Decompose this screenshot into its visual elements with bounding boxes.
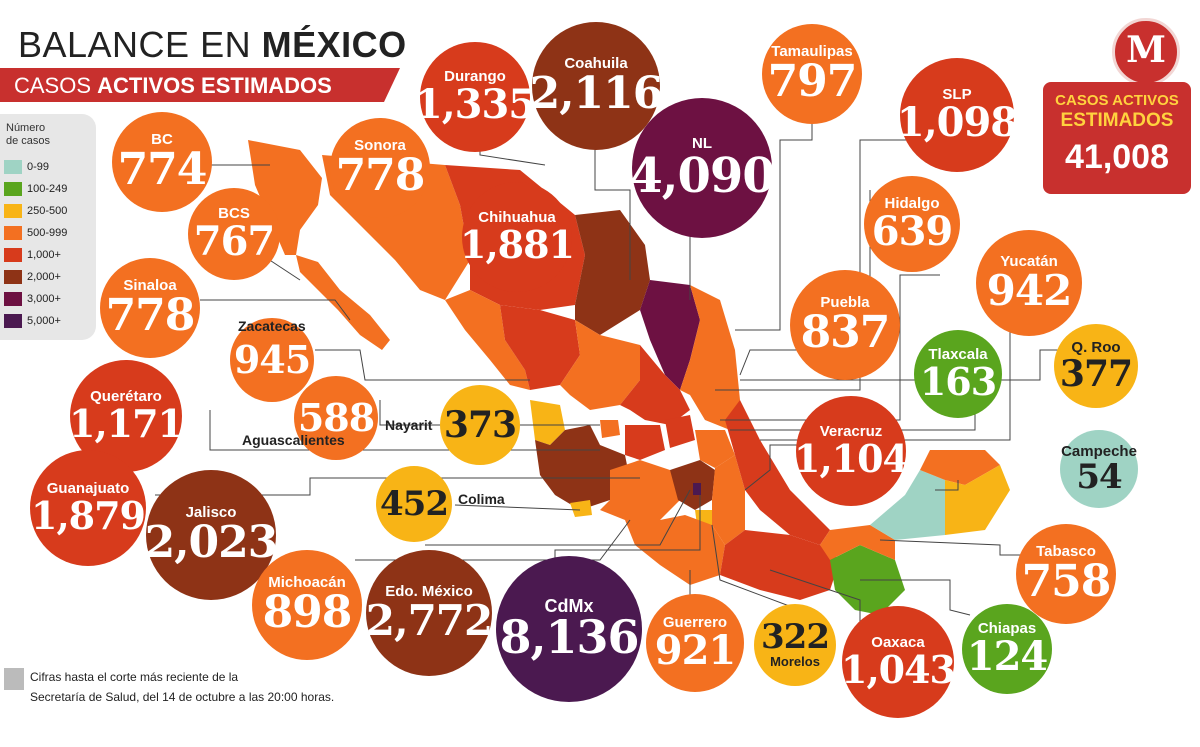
milenio-logo: M [1112, 18, 1180, 86]
legend-swatch [4, 248, 22, 262]
page-title: BALANCE EN MÉXICO [18, 24, 407, 65]
state-bubble-edomex: Edo. México 2,772 [366, 550, 493, 676]
map-region-tamaulipas [680, 285, 740, 430]
state-label-nayarit: Nayarit [385, 417, 433, 433]
map-region-cdmx [693, 483, 701, 495]
state-label-aguascalientes: Aguascalientes [242, 432, 345, 448]
state-bubble-guanajuato: Guanajuato 1,879 [30, 450, 146, 566]
legend-title: Número de casos [6, 122, 51, 147]
legend-item: 3,000+ [4, 290, 61, 308]
state-bubble-coahuila: Coahuila 2,116 [530, 22, 663, 150]
state-bubble-nayarit: Nayarit373 [440, 385, 520, 465]
state-bubble-sonora: Sonora 778 [330, 118, 430, 218]
state-bubble-qroo: Q. Roo 377 [1054, 324, 1138, 408]
subtitle-bar [0, 68, 400, 102]
state-bubble-michoacan: Michoacán 898 [252, 550, 362, 660]
state-bubble-veracruz: Veracruz 1,104 [794, 396, 909, 506]
map-region-qroo [945, 465, 1010, 535]
state-bubble-bc: BC 774 [112, 112, 212, 212]
state-bubble-slp: SLP 1,098 [897, 58, 1018, 172]
legend-item: 100-249 [4, 180, 67, 198]
map-region-colima [570, 500, 592, 517]
map-region-michoacan [600, 460, 685, 520]
map-region-nayarit [530, 400, 565, 445]
map-region-tabasco [820, 525, 895, 560]
map-region-ags [600, 420, 620, 438]
total-box: CASOS ACTIVOS ESTIMADOS 41,008 [1043, 82, 1191, 194]
state-bubble-colima: Colima452 [376, 466, 452, 542]
map-region-puebla [712, 455, 745, 545]
state-bubble-campeche: Campeche 54 [1060, 430, 1138, 508]
legend-item: 250-500 [4, 202, 67, 220]
legend-item: 0-99 [4, 158, 49, 176]
map-region-bcs [296, 255, 390, 350]
legend-swatch [4, 160, 22, 174]
state-label-colima: Colima [458, 491, 505, 507]
legend-swatch [4, 204, 22, 218]
legend-swatch [4, 182, 22, 196]
legend-swatch [4, 270, 22, 284]
map-region-slp [620, 345, 690, 425]
state-label-zacatecas: Zacatecas [238, 318, 306, 334]
map-region-jalisco [535, 425, 630, 510]
map-region-nl [640, 280, 700, 390]
state-bubble-tlaxcala: Tlaxcala 163 [914, 330, 1002, 418]
legend-item: 2,000+ [4, 268, 61, 286]
state-bubble-jalisco: Jalisco 2,023 [145, 470, 278, 600]
map-region-durango [500, 305, 580, 390]
state-bubble-zacatecas: Zacatecas945 [230, 318, 314, 402]
state-bubble-nl: NL 4,090 [629, 98, 776, 238]
map-region-coahuila [575, 210, 650, 335]
map-region-zacatecas [560, 320, 640, 410]
state-bubble-tamaulipas: Tamaulipas 797 [762, 24, 862, 124]
state-bubble-tabasco: Tabasco 758 [1016, 524, 1116, 624]
legend: Número de casos 0-99 100-249 250-500 500-… [0, 114, 96, 340]
legend-swatch [4, 314, 22, 328]
legend-item: 1,000+ [4, 246, 61, 264]
state-bubble-durango: Durango 1,335 [415, 42, 536, 152]
total-label: CASOS ACTIVOS [1055, 92, 1179, 109]
legend-item: 5,000+ [4, 312, 61, 330]
state-bubble-guerrero: Guerrero 921 [646, 594, 744, 692]
map-region-campeche [870, 470, 945, 540]
map-region-veracruz [725, 400, 830, 545]
state-bubble-aguascalientes: Aguascalientes588 [294, 376, 378, 460]
state-bubble-yucatan: Yucatán 942 [976, 230, 1082, 336]
map-region-hidalgo [695, 430, 735, 468]
state-bubble-chihuahua: Chihuahua 1,881 [460, 182, 575, 292]
map-region-oaxaca [720, 530, 840, 600]
map-region-edomex [670, 460, 715, 510]
footnote-marker [4, 668, 24, 690]
state-bubble-bcs: BCS 767 [188, 188, 280, 280]
total-value: 41,008 [1065, 138, 1169, 176]
total-label: ESTIMADOS [1060, 110, 1174, 131]
state-bubble-sinaloa: Sinaloa 778 [100, 258, 200, 358]
map-region-sinaloa [445, 290, 530, 390]
footnote: Cifras hasta el corte más reciente de la… [30, 670, 335, 704]
map-region-queretaro [665, 415, 695, 448]
legend-swatch [4, 226, 22, 240]
map-region-guanajuato [625, 425, 665, 460]
state-bubble-puebla: Puebla 837 [790, 270, 900, 380]
state-bubble-morelos: 322 Morelos [754, 604, 836, 686]
legend-item: 500-999 [4, 224, 67, 242]
state-bubble-oaxaca: Oaxaca 1,043 [841, 606, 956, 718]
map-region-bc [248, 140, 322, 255]
map-region-yucatan [920, 450, 1000, 485]
state-bubble-cdmx: CdMx 8,136 [496, 556, 642, 702]
legend-swatch [4, 292, 22, 306]
state-bubble-chiapas: Chiapas 124 [962, 604, 1052, 694]
state-bubble-hidalgo: Hidalgo 639 [864, 176, 960, 272]
page-subtitle: CASOS ACTIVOS ESTIMADOS [14, 73, 332, 98]
